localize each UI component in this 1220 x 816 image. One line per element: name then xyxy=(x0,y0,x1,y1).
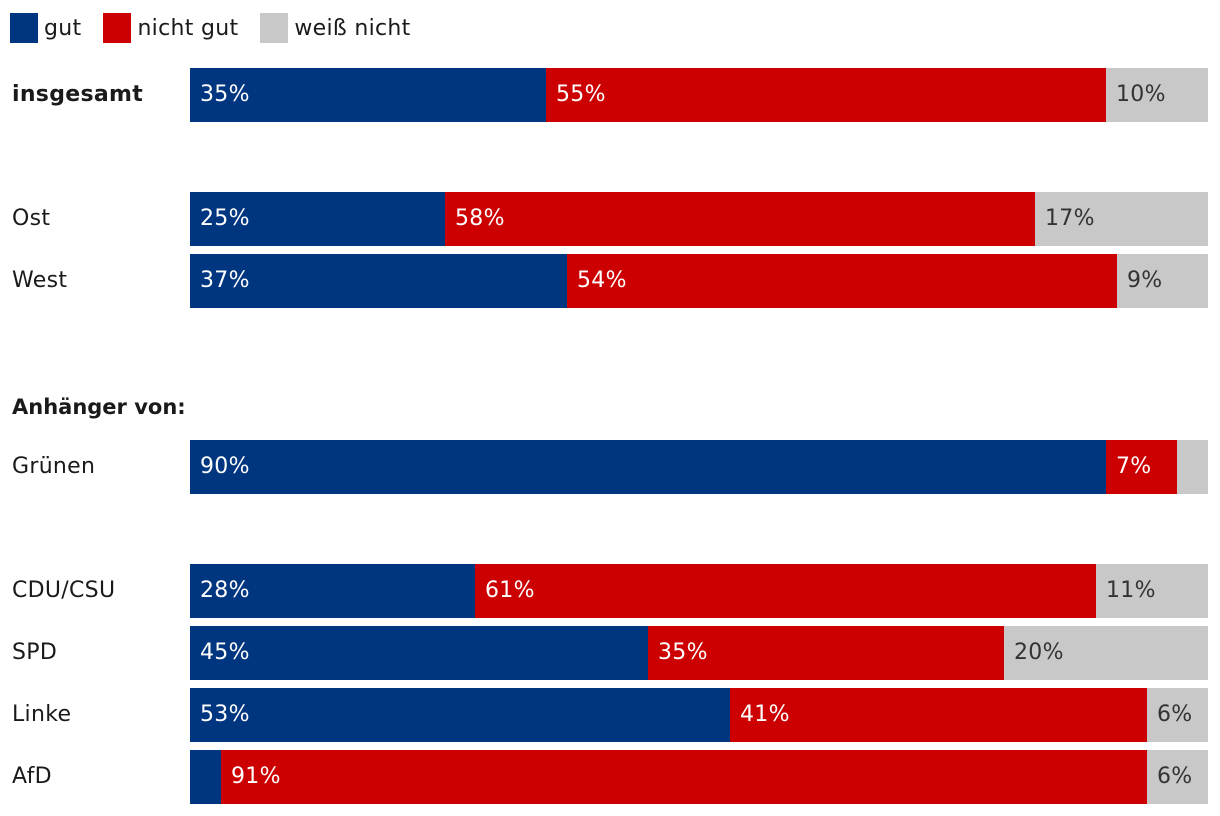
data-label: 9% xyxy=(1127,268,1163,293)
bar-segment: 11% xyxy=(1096,564,1208,618)
bar-row: 91% 6% xyxy=(190,750,1208,804)
bar-segment: 20% xyxy=(1004,626,1208,680)
legend-label: nicht gut xyxy=(137,15,239,41)
legend-swatch xyxy=(260,13,289,43)
category-label: SPD xyxy=(12,640,58,665)
bar-segment: 9% xyxy=(1117,254,1208,308)
bar-row: 90% 7% xyxy=(190,440,1208,494)
legend-label: gut xyxy=(44,15,82,41)
bar-segment: 41% xyxy=(730,688,1147,742)
category-label: West xyxy=(12,268,68,293)
category-label: Ost xyxy=(12,206,51,231)
section-label: Anhänger von: xyxy=(12,395,186,419)
bar-segment: 53% xyxy=(190,688,730,742)
bar-segment: 35% xyxy=(190,68,546,122)
bar-segment: 6% xyxy=(1147,750,1208,804)
data-label: 91% xyxy=(231,764,281,789)
bar-segment: 17% xyxy=(1035,192,1208,246)
bar-segment: 54% xyxy=(567,254,1117,308)
bar-row: 37% 54% 9% xyxy=(190,254,1208,308)
data-label: 10% xyxy=(1116,82,1166,107)
bar-segment: 10% xyxy=(1106,68,1208,122)
bar-segment: 7% xyxy=(1106,440,1177,494)
category-label: Grünen xyxy=(12,454,96,479)
data-label: 28% xyxy=(200,578,250,603)
data-label: 45% xyxy=(200,640,250,665)
data-label: 53% xyxy=(200,702,250,727)
bar-segment xyxy=(190,750,221,804)
data-label: 25% xyxy=(200,206,250,231)
legend-item: gut xyxy=(10,13,81,43)
category-label: AfD xyxy=(12,764,52,789)
bar-row: 45% 35% 20% xyxy=(190,626,1208,680)
data-label: 7% xyxy=(1116,454,1152,479)
legend-swatch xyxy=(103,13,132,43)
data-label: 6% xyxy=(1157,702,1193,727)
category-label: insgesamt xyxy=(12,82,144,107)
bar-segment: 58% xyxy=(445,192,1035,246)
data-label: 58% xyxy=(455,206,505,231)
bar-row: 28% 61% 11% xyxy=(190,564,1208,618)
data-label: 61% xyxy=(485,578,535,603)
data-label: 90% xyxy=(200,454,250,479)
data-label: 54% xyxy=(577,268,627,293)
legend: gut nicht gut weiß nicht xyxy=(10,12,433,44)
bar-segment xyxy=(1177,440,1208,494)
data-label: 35% xyxy=(200,82,250,107)
bar-segment: 91% xyxy=(221,750,1147,804)
bar-segment: 35% xyxy=(648,626,1004,680)
bar-row: 53% 41% 6% xyxy=(190,688,1208,742)
category-label: CDU/CSU xyxy=(12,578,116,603)
legend-item: nicht gut xyxy=(103,13,238,43)
data-label: 17% xyxy=(1045,206,1095,231)
data-label: 35% xyxy=(658,640,708,665)
bar-segment: 45% xyxy=(190,626,648,680)
bar-segment: 37% xyxy=(190,254,567,308)
data-label: 37% xyxy=(200,268,250,293)
legend-label: weiß nicht xyxy=(294,15,411,41)
data-label: 41% xyxy=(740,702,790,727)
bar-segment: 25% xyxy=(190,192,445,246)
data-label: 20% xyxy=(1014,640,1064,665)
bar-segment: 61% xyxy=(475,564,1096,618)
bar-row: 25% 58% 17% xyxy=(190,192,1208,246)
category-label: Linke xyxy=(12,702,72,727)
legend-item: weiß nicht xyxy=(260,13,410,43)
bar-segment: 90% xyxy=(190,440,1106,494)
bar-segment: 55% xyxy=(546,68,1106,122)
legend-swatch xyxy=(10,13,38,43)
bar-segment: 28% xyxy=(190,564,475,618)
bar-row: 35% 55% 10% xyxy=(190,68,1208,122)
data-label: 11% xyxy=(1106,578,1156,603)
data-label: 55% xyxy=(556,82,606,107)
bar-segment: 6% xyxy=(1147,688,1208,742)
data-label: 6% xyxy=(1157,764,1193,789)
